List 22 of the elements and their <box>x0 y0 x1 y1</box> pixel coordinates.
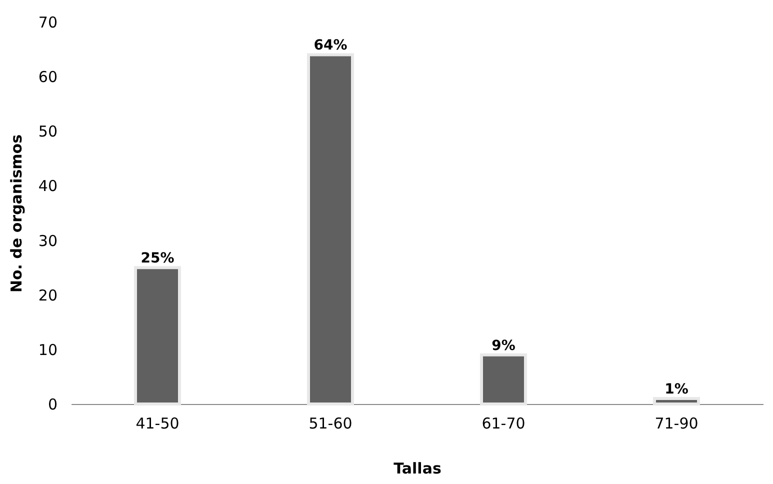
y-tick-label: 20 <box>38 286 58 304</box>
bar <box>480 353 527 406</box>
x-tick-label: 41-50 <box>136 414 180 432</box>
data-label: 9% <box>492 338 516 354</box>
y-tick-label: 0 <box>48 396 58 414</box>
y-tick-label: 50 <box>38 122 58 141</box>
y-tick-label: 70 <box>38 14 58 32</box>
y-tick-label: 10 <box>38 340 58 359</box>
data-label: 1% <box>664 382 688 398</box>
x-tick-label: 71-90 <box>654 414 698 432</box>
y-axis-title: No. de organismos <box>7 134 26 293</box>
y-tick-label: 40 <box>38 177 58 196</box>
bar <box>307 53 354 406</box>
bar <box>134 266 181 406</box>
data-label: 25% <box>140 250 174 267</box>
data-label: 64% <box>314 38 348 54</box>
y-tick-label: 30 <box>38 232 58 250</box>
y-tick-label: 60 <box>38 68 58 86</box>
x-tick-label: 61-70 <box>482 414 526 432</box>
x-tick-label: 51-60 <box>308 414 352 432</box>
x-axis-title: Tallas <box>394 460 442 478</box>
bar <box>653 397 700 406</box>
